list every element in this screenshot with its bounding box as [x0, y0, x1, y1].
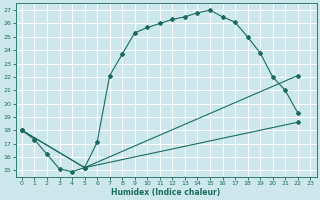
X-axis label: Humidex (Indice chaleur): Humidex (Indice chaleur): [111, 188, 221, 197]
